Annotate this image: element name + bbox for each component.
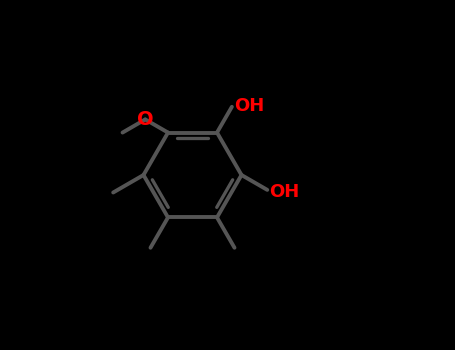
Text: OH: OH [233,97,264,115]
Text: OH: OH [269,183,299,201]
Text: O: O [137,110,154,129]
